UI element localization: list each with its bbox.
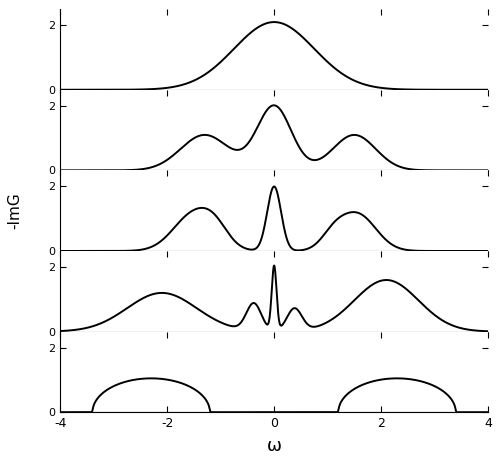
Text: -ImG: -ImG: [8, 192, 23, 229]
X-axis label: ω: ω: [267, 437, 282, 455]
